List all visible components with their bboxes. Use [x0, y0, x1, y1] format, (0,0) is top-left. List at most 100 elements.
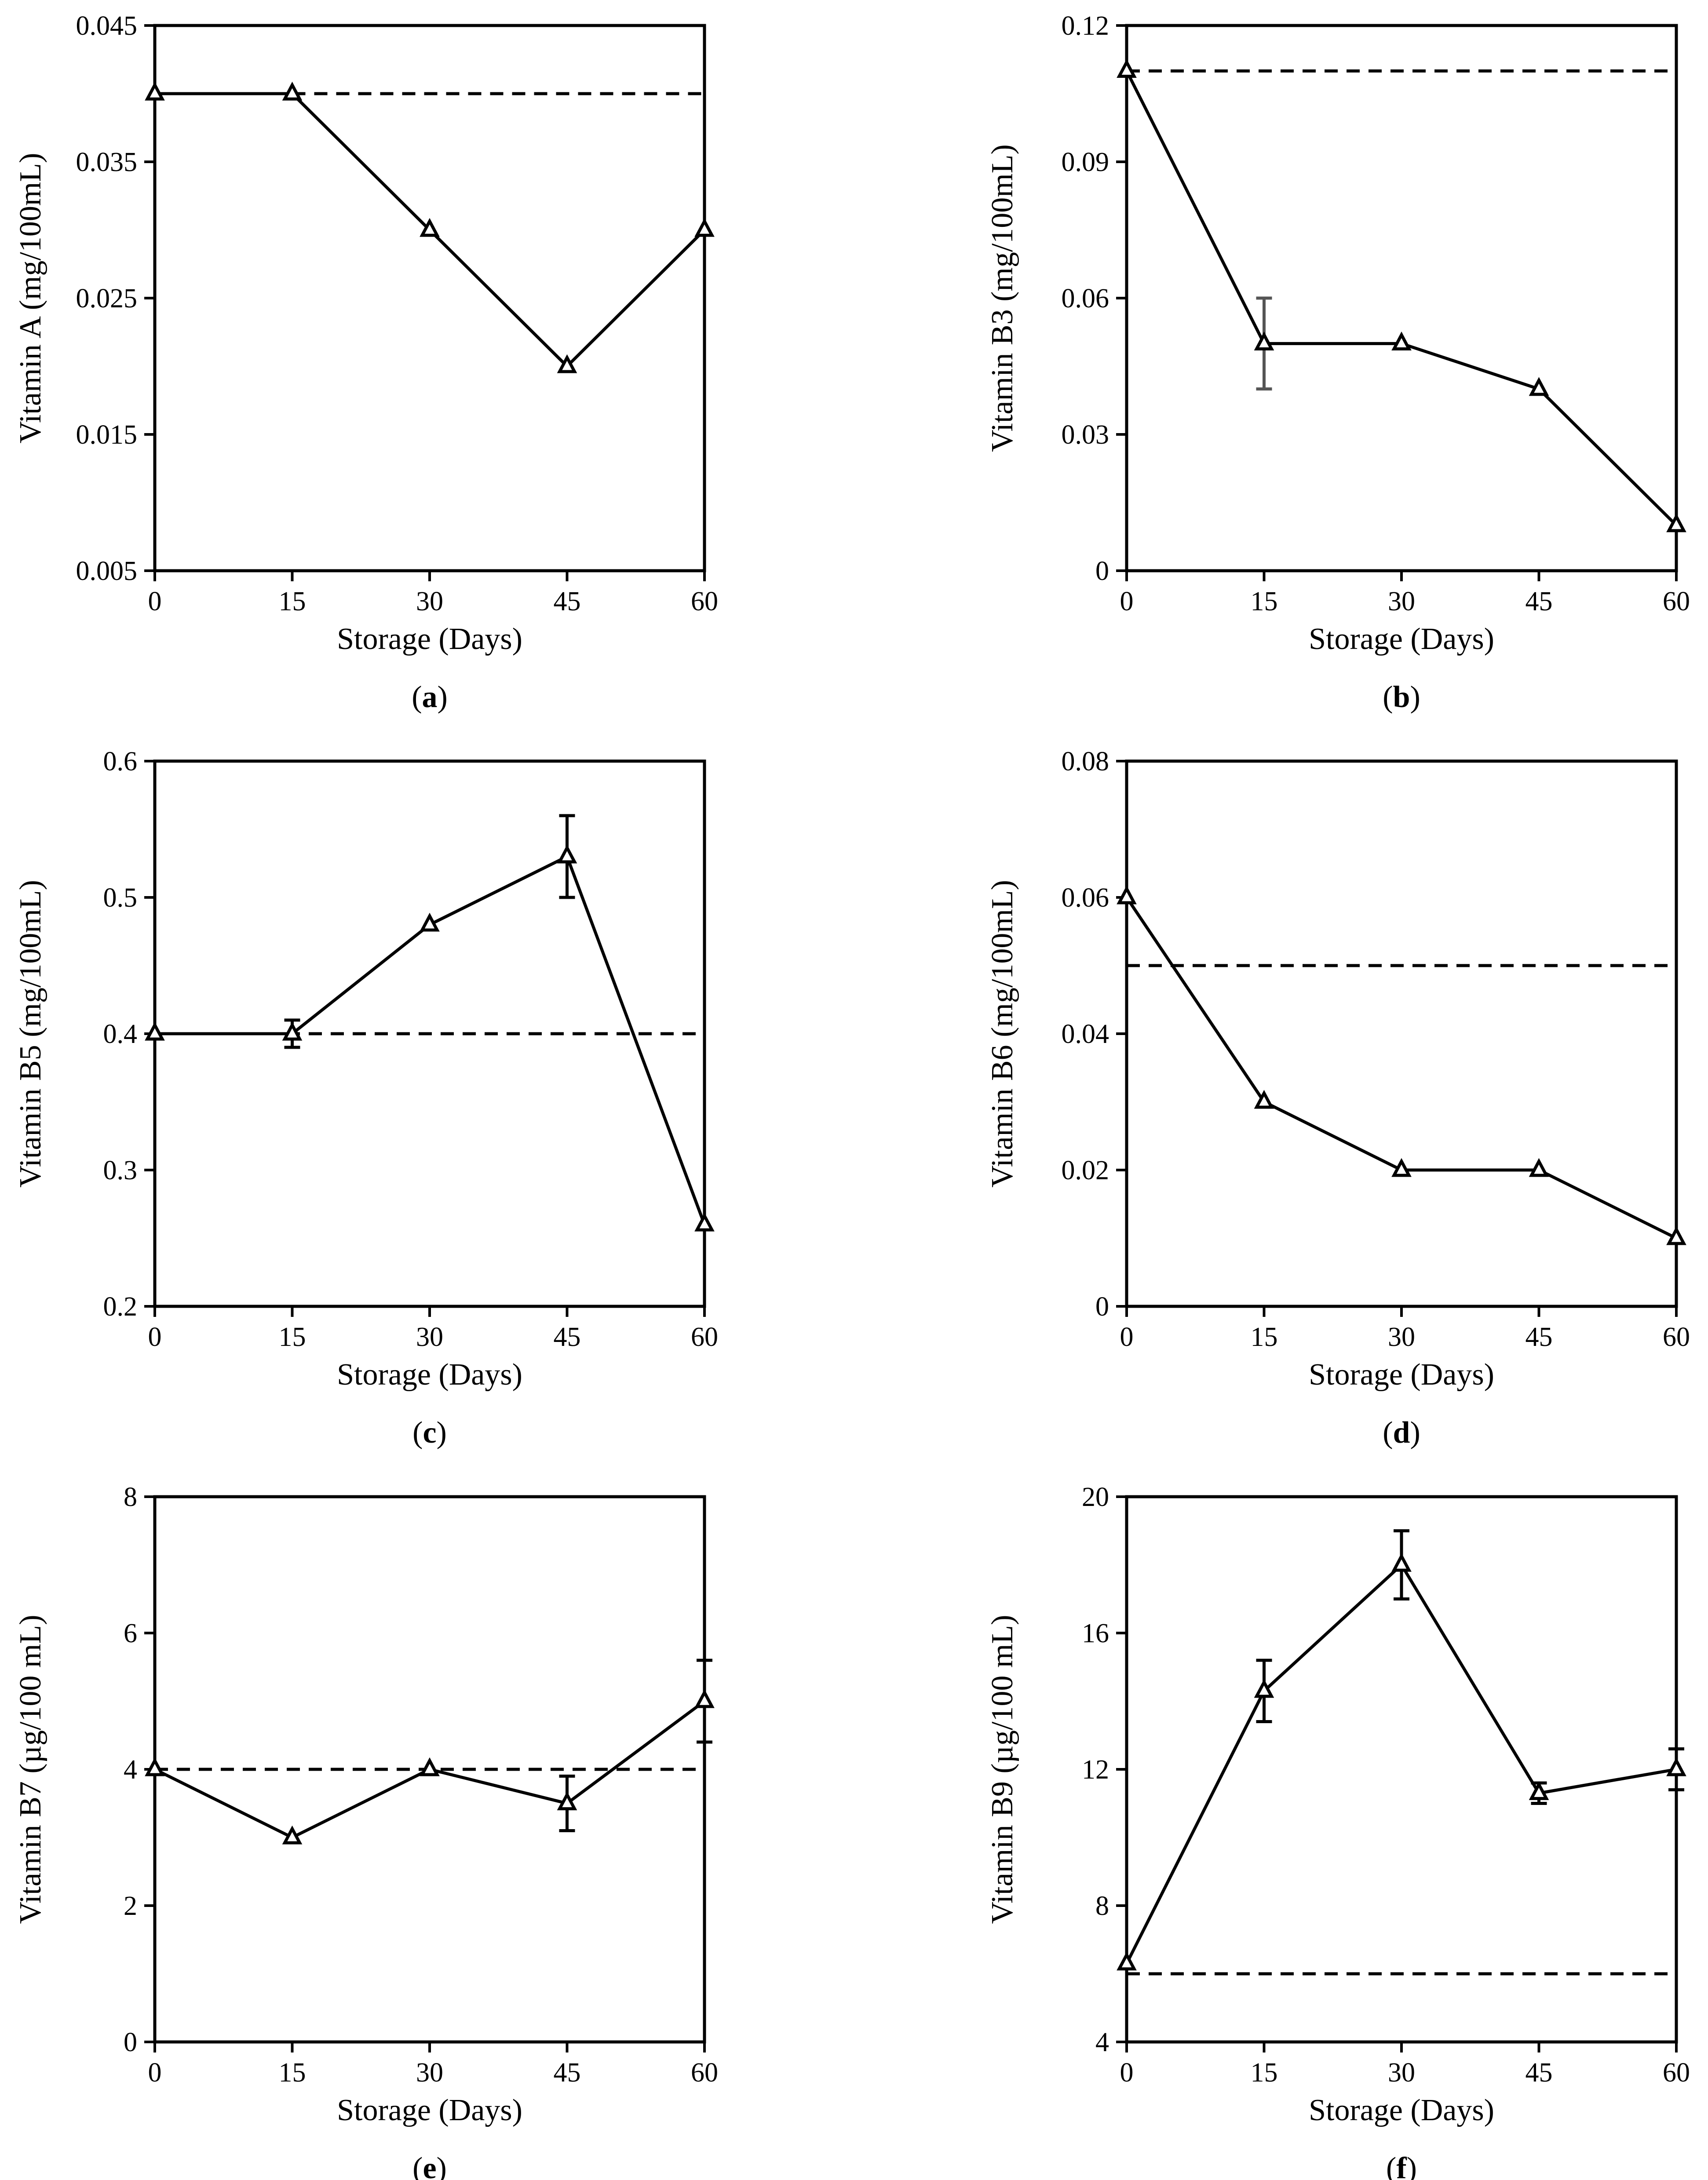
y-tick-label: 8 [124, 1482, 137, 1512]
data-point [1117, 885, 1137, 904]
data-point [145, 1757, 165, 1776]
y-tick-label: 0.09 [1062, 147, 1109, 177]
panel-d: 0 0.02 0.04 0.06 0.08 0 15 30 45 60 Storage (Days)… [985, 747, 1690, 1450]
x-tick-label: 60 [691, 2058, 718, 2088]
x-tick-label: 0 [1120, 2058, 1134, 2088]
y-tick-label: 0.3 [103, 1156, 138, 1185]
data-point [1254, 1679, 1274, 1698]
x-tick-label: 30 [416, 587, 443, 616]
data-point [1666, 1757, 1686, 1776]
data-point [1666, 1226, 1686, 1245]
data-point [694, 1689, 715, 1708]
y-axis-title: Vitamin B9 (µg/100 mL) [985, 1615, 1019, 1924]
x-tick-label: 15 [1251, 587, 1278, 616]
y-axis-title: Vitamin B7 (µg/100 mL) [14, 1615, 47, 1924]
series-line [1125, 70, 1678, 527]
x-tick-label: 15 [279, 1322, 306, 1352]
x-tick-label: 60 [1663, 1322, 1690, 1352]
x-tick-label: 30 [416, 2058, 443, 2088]
x-tick-label: 60 [691, 1322, 718, 1352]
panel-a: 0.005 0.015 0.025 0.035 0.045 0 15 30 45 60 Storag… [14, 11, 718, 714]
y-tick-label: 0.6 [103, 747, 138, 776]
data-point [145, 81, 165, 101]
y-tick-label: 0.035 [76, 147, 138, 177]
x-tick-label: 60 [1663, 587, 1690, 616]
y-tick-label: 0.4 [103, 1019, 138, 1049]
panel-f: 4 8 12 16 20 0 15 30 45 60 Storage (Days) Vitamin B… [985, 1482, 1690, 2180]
x-tick-label: 45 [554, 1322, 581, 1352]
x-tick-label: 30 [1388, 2058, 1415, 2088]
plot-frame [153, 24, 706, 572]
x-tick-label: 0 [148, 1322, 162, 1352]
x-axis-title: Storage (Days) [1309, 2093, 1494, 2127]
data-point [694, 1212, 715, 1232]
data-point [1117, 59, 1137, 78]
y-axis-title: Vitamin B5 (mg/100mL) [14, 880, 47, 1188]
plot-frame [1125, 759, 1678, 1308]
panel-label: (c) [412, 1416, 447, 1450]
data-point [145, 1021, 165, 1041]
data-point [557, 354, 577, 373]
data-point [1254, 1090, 1274, 1109]
series-line [155, 854, 706, 1225]
panel-label: (b) [1383, 680, 1420, 714]
y-tick-label: 20 [1082, 1482, 1109, 1512]
data-point [1391, 1553, 1412, 1572]
panel-c: 0.2 0.3 0.4 0.5 0.6 0 15 30 45 60 Storage (Days) Vi… [14, 747, 718, 1450]
data-point [420, 218, 440, 237]
panel-e: 0 2 4 6 8 0 15 30 45 60 Storage (Days) Vitamin B7 (… [14, 1482, 718, 2180]
x-tick-label: 30 [416, 1322, 443, 1352]
y-tick-label: 0.06 [1062, 284, 1109, 314]
y-tick-label: 0 [1095, 556, 1109, 586]
y-tick-label: 16 [1082, 1619, 1109, 1648]
y-tick-label: 0.06 [1062, 883, 1109, 913]
data-point [1529, 1781, 1549, 1800]
y-tick-label: 0.02 [1062, 1156, 1109, 1185]
x-tick-label: 0 [1120, 587, 1134, 616]
data-point [1254, 332, 1274, 350]
y-tick-label: 0.08 [1062, 747, 1109, 776]
data-point [1529, 1158, 1549, 1177]
x-axis-title: Storage (Days) [337, 2093, 522, 2127]
x-tick-label: 45 [554, 2058, 581, 2088]
data-point [1391, 1158, 1412, 1177]
panel-b: 0 0.03 0.06 0.09 0.12 0 15 30 45 60 Storage (Days)… [985, 11, 1690, 714]
x-tick-label: 0 [148, 2058, 162, 2088]
x-tick-label: 15 [1251, 2058, 1278, 2088]
x-tick-label: 0 [1120, 1322, 1134, 1352]
x-tick-label: 0 [148, 587, 162, 616]
x-tick-label: 15 [279, 2058, 306, 2088]
data-point [282, 1825, 303, 1845]
panel-label: (d) [1383, 1416, 1420, 1450]
y-tick-label: 4 [1095, 2027, 1109, 2057]
data-point [694, 218, 715, 237]
y-tick-label: 6 [124, 1619, 137, 1648]
data-point [282, 81, 303, 101]
x-axis-title: Storage (Days) [337, 622, 522, 656]
x-tick-label: 45 [554, 587, 581, 616]
y-tick-label: 0.045 [76, 11, 138, 41]
y-tick-label: 0 [124, 2027, 137, 2057]
y-axis-title: Vitamin B3 (mg/100mL) [985, 144, 1019, 452]
y-tick-label: 4 [124, 1755, 137, 1785]
x-tick-label: 30 [1388, 587, 1415, 616]
data-point [557, 1791, 577, 1811]
data-point [1529, 377, 1549, 396]
y-tick-label: 0.04 [1062, 1019, 1109, 1049]
data-point [1666, 513, 1686, 532]
y-tick-label: 2 [124, 1891, 137, 1921]
y-tick-label: 0.12 [1062, 11, 1109, 41]
series-line [1125, 897, 1677, 1240]
y-tick-label: 0.5 [103, 883, 138, 913]
panel-label: (e) [412, 2151, 447, 2180]
x-axis-title: Storage (Days) [337, 1358, 522, 1392]
data-point [420, 1757, 440, 1776]
x-tick-label: 45 [1526, 2058, 1553, 2088]
y-tick-label: 0.005 [76, 556, 138, 586]
x-tick-label: 45 [1526, 1322, 1553, 1352]
data-point [557, 844, 577, 864]
y-tick-label: 12 [1082, 1755, 1109, 1785]
x-tick-label: 60 [691, 587, 718, 616]
